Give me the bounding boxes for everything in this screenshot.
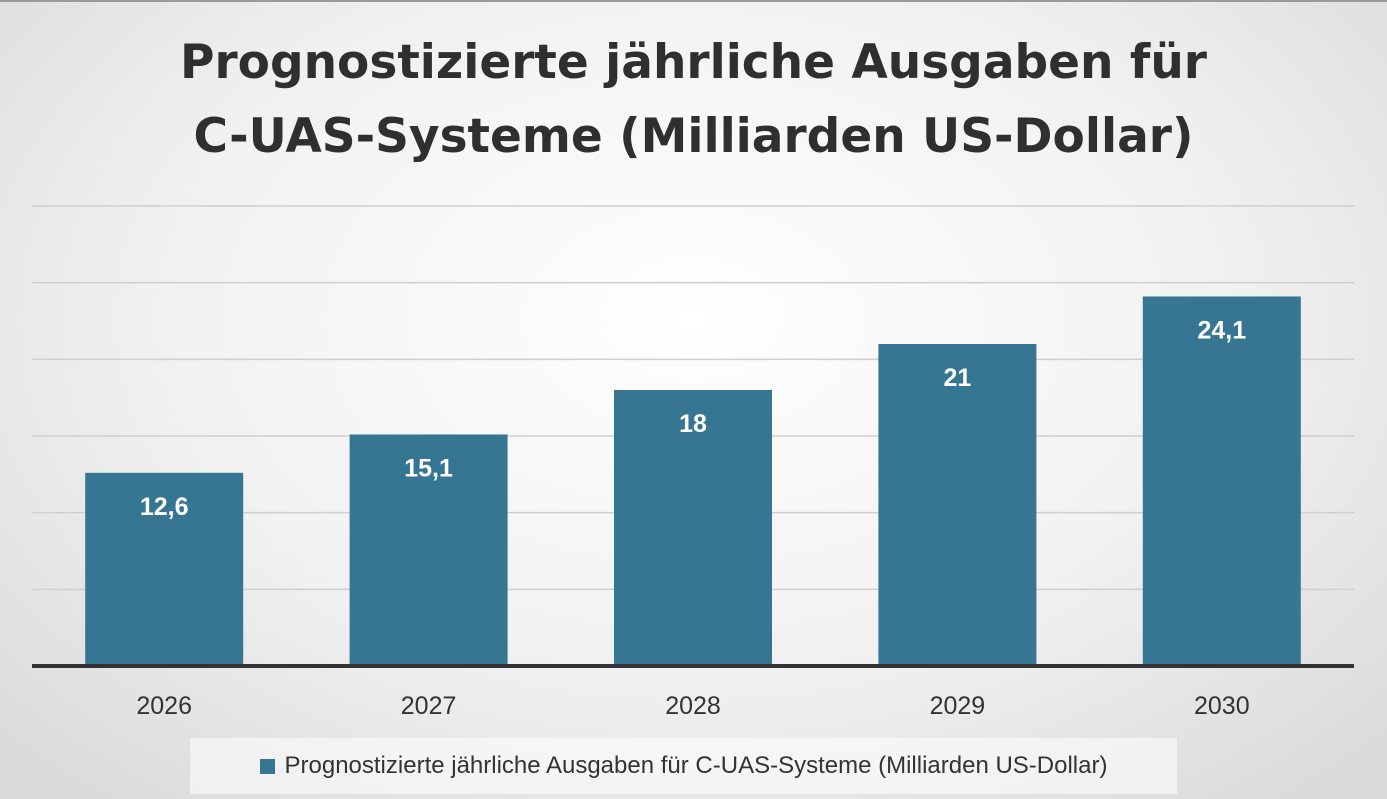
top-border [0, 0, 1387, 2]
x-tick-labels: 2026 2027 2028 2029 2030 [136, 692, 1249, 720]
bar-2030 [1142, 296, 1301, 666]
legend-swatch [259, 758, 275, 774]
bar-2028 [614, 390, 772, 666]
x-tick-2029: 2029 [930, 692, 986, 720]
bars [85, 296, 1301, 666]
data-label-2027: 15,1 [404, 454, 453, 482]
chart-title-line-2: C-UAS-Systeme (Milliarden US-Dollar) [193, 109, 1194, 164]
chart-title-line-1: Prognostizierte jährliche Ausgaben für [180, 35, 1207, 90]
data-labels: 12,6 15,1 18 21 24,1 [140, 316, 1246, 520]
data-label-2029: 21 [943, 364, 971, 392]
x-tick-2030: 2030 [1194, 692, 1250, 720]
bar-2026 [85, 472, 244, 666]
x-tick-2027: 2027 [401, 692, 457, 720]
legend: Prognostizierte jährliche Ausgaben für C… [190, 738, 1177, 794]
data-label-2026: 12,6 [140, 493, 189, 521]
bar-chart: 12,6 15,1 18 21 24,1 2026 2027 2028 2029 2030 [32, 205, 1354, 720]
bar-2027 [349, 434, 508, 666]
x-tick-2026: 2026 [136, 692, 192, 720]
data-label-2028: 18 [679, 410, 707, 438]
data-label-2030: 24,1 [1197, 316, 1246, 344]
bar-2029 [878, 344, 1037, 666]
chart-title: Prognostizierte jährliche Ausgaben für C… [0, 26, 1387, 174]
legend-label: Prognostizierte jährliche Ausgaben für C… [284, 752, 1108, 779]
x-tick-2028: 2028 [665, 692, 721, 720]
